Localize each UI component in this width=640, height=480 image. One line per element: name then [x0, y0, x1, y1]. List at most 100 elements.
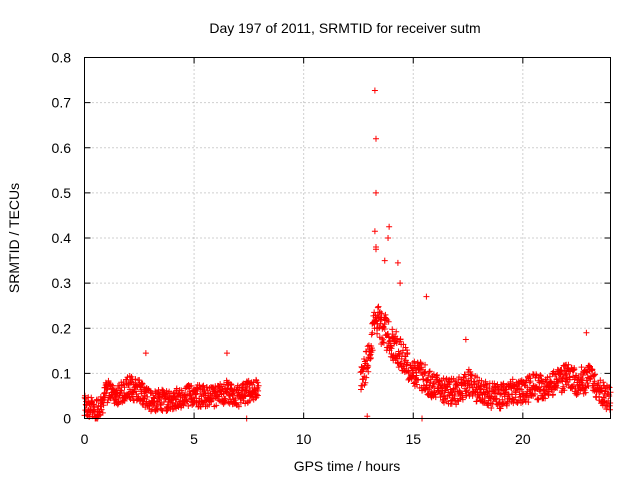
data-point [496, 386, 503, 393]
x-axis-label: GPS time / hours [294, 458, 401, 474]
data-point [560, 383, 567, 390]
data-point [232, 400, 239, 407]
data-point [397, 336, 404, 343]
y-tick-label: 0.1 [52, 365, 72, 381]
data-point [230, 388, 237, 395]
data-point [132, 388, 139, 395]
data-point [246, 397, 253, 404]
data-point [386, 223, 393, 230]
data-point [139, 380, 146, 387]
data-point [554, 384, 561, 391]
data-point [583, 329, 590, 336]
data-point [453, 401, 460, 408]
y-tick-label: 0.7 [52, 95, 72, 111]
data-point [606, 384, 613, 391]
x-tick-label: 15 [405, 431, 421, 447]
data-point [98, 406, 105, 413]
data-point [446, 379, 453, 386]
data-point [240, 380, 247, 387]
data-point [100, 402, 107, 409]
data-point [498, 390, 505, 397]
data-point [253, 391, 260, 398]
data-point [462, 388, 469, 395]
data-point [558, 366, 565, 373]
data-point [484, 389, 491, 396]
data-point [404, 349, 411, 356]
data-point [443, 384, 450, 391]
data-point [426, 368, 433, 375]
grid [84, 57, 611, 419]
data-point [420, 375, 427, 382]
data-point [374, 330, 381, 337]
data-point [589, 366, 596, 373]
data-point [255, 382, 262, 389]
data-point [194, 385, 201, 392]
data-point [362, 379, 369, 386]
data-point [142, 350, 149, 357]
y-tick-label: 0.2 [52, 320, 72, 336]
data-point [448, 400, 455, 407]
data-point [518, 386, 525, 393]
data-point [374, 304, 381, 311]
data-point [414, 376, 421, 383]
data-point [385, 318, 392, 325]
y-tick-label: 0 [63, 411, 71, 427]
y-tick-label: 0.6 [52, 140, 72, 156]
x-tick-label: 0 [81, 431, 89, 447]
data-point [393, 328, 400, 335]
data-point [129, 376, 136, 383]
data-point [361, 356, 368, 363]
data-point [462, 373, 469, 380]
y-tick-label: 0.3 [52, 275, 72, 291]
data-point [200, 382, 207, 389]
data-point [235, 403, 242, 410]
data-point [602, 388, 609, 395]
data-point [548, 379, 555, 386]
x-tick-label: 20 [515, 431, 531, 447]
data-point [471, 378, 478, 385]
data-point [422, 361, 429, 368]
data-point [185, 402, 192, 409]
data-point [397, 280, 404, 287]
data-point [418, 364, 425, 371]
data-point [582, 389, 589, 396]
data-point [573, 372, 580, 379]
data-point [503, 402, 510, 409]
data-point [537, 372, 544, 379]
chart-title: Day 197 of 2011, SRMTID for receiver sut… [209, 20, 480, 36]
data-point [394, 259, 401, 266]
data-point [86, 414, 93, 421]
data-point [411, 358, 418, 365]
data-point [385, 235, 392, 241]
data-point [592, 371, 599, 378]
data-point [381, 257, 388, 264]
data-point [223, 350, 230, 357]
data-point [158, 400, 165, 407]
data-point [254, 379, 261, 386]
data-point [230, 390, 237, 397]
data-point [477, 383, 484, 390]
x-tick-label: 5 [190, 431, 198, 447]
data-point [360, 376, 367, 383]
data-point [112, 390, 119, 397]
data-point [506, 395, 513, 402]
x-tick-label: 10 [296, 431, 312, 447]
data-point [138, 380, 145, 387]
data-point [423, 293, 430, 300]
data-point [188, 382, 195, 389]
data-point [255, 387, 262, 394]
data-point [417, 360, 424, 367]
data-point [578, 364, 585, 371]
data-point [375, 303, 382, 310]
data-point [571, 366, 578, 373]
data-point [491, 380, 498, 387]
data-point [104, 399, 111, 406]
data-point [473, 398, 480, 405]
data-point [582, 383, 589, 390]
y-tick-label: 0.4 [52, 230, 72, 246]
data-point [103, 390, 110, 397]
data-point [546, 373, 553, 380]
data-point [426, 368, 433, 375]
data-point [114, 401, 121, 408]
